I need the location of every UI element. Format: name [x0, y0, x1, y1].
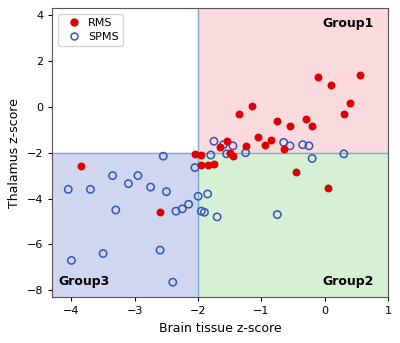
Point — [68, 258, 75, 263]
Point — [255, 134, 262, 139]
Point — [157, 210, 163, 215]
Point — [303, 117, 309, 122]
Text: Group3: Group3 — [59, 275, 110, 288]
Point — [328, 82, 334, 88]
Point — [300, 142, 306, 147]
Point — [280, 146, 287, 152]
Point — [309, 123, 315, 129]
Point — [198, 209, 204, 214]
Point — [198, 152, 204, 158]
Point — [78, 164, 84, 169]
Point — [226, 150, 233, 155]
Point — [325, 186, 331, 191]
Point — [208, 152, 214, 158]
Point — [224, 139, 230, 144]
Point — [109, 173, 116, 178]
Text: Group2: Group2 — [323, 275, 374, 288]
Point — [198, 163, 204, 168]
Point — [148, 184, 154, 190]
Point — [163, 189, 170, 194]
Y-axis label: Thalamus z-score: Thalamus z-score — [8, 98, 21, 208]
Point — [195, 193, 201, 199]
Legend: RMS, SPMS: RMS, SPMS — [58, 14, 123, 46]
Point — [224, 151, 230, 157]
Point — [65, 187, 72, 192]
Point — [262, 142, 268, 147]
Point — [211, 139, 217, 144]
Point — [287, 123, 293, 129]
Point — [293, 169, 300, 175]
Point — [315, 74, 322, 80]
Point — [125, 181, 132, 186]
Point — [274, 118, 280, 123]
Point — [356, 72, 363, 78]
Point — [220, 142, 227, 147]
Point — [157, 247, 163, 253]
Point — [306, 143, 312, 149]
Point — [179, 206, 186, 212]
Point — [100, 251, 106, 256]
Point — [236, 111, 242, 117]
Point — [230, 153, 236, 159]
Point — [135, 173, 141, 178]
Point — [341, 111, 347, 117]
Point — [274, 212, 280, 217]
Point — [87, 187, 94, 192]
Point — [287, 143, 293, 149]
Point — [186, 202, 192, 207]
Point — [211, 162, 217, 167]
X-axis label: Brain tissue z-score: Brain tissue z-score — [159, 322, 282, 335]
Point — [341, 151, 347, 157]
Point — [204, 191, 211, 197]
Text: Group1: Group1 — [323, 17, 374, 31]
Point — [204, 163, 211, 168]
Point — [242, 150, 249, 155]
Point — [230, 143, 236, 149]
Point — [217, 144, 224, 150]
Point — [192, 151, 198, 157]
Point — [268, 137, 274, 143]
Point — [347, 101, 353, 106]
Point — [309, 156, 315, 161]
Point — [201, 210, 208, 215]
Point — [192, 165, 198, 170]
Point — [280, 140, 287, 145]
Point — [112, 207, 119, 213]
Point — [173, 209, 179, 214]
Point — [160, 153, 166, 159]
Point — [249, 103, 255, 108]
Point — [242, 143, 249, 149]
Point — [170, 280, 176, 285]
Point — [214, 214, 220, 220]
